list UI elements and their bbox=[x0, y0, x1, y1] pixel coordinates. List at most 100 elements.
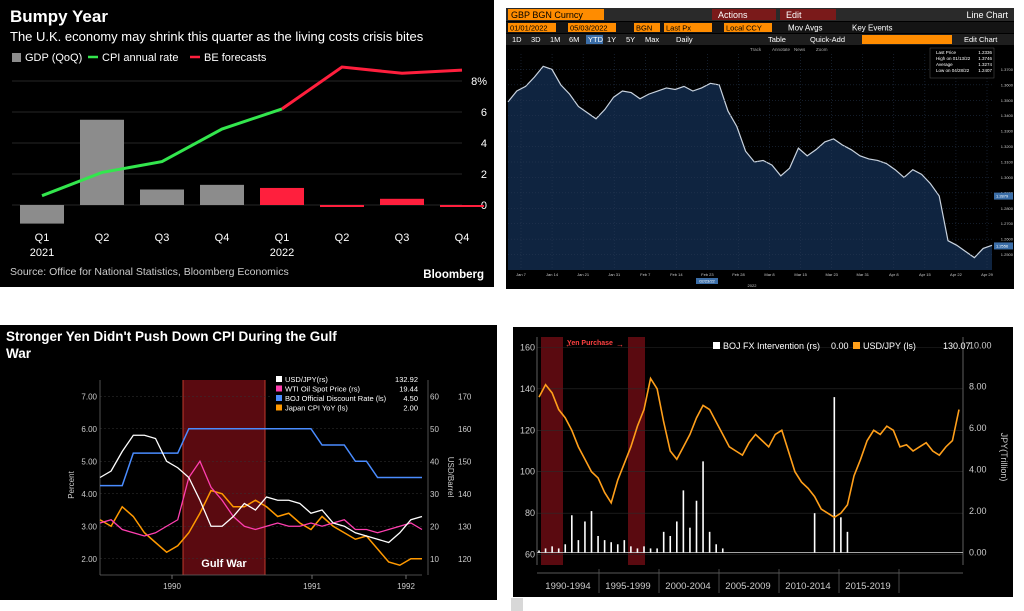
intervention-bar bbox=[813, 513, 816, 553]
key-events-toggle[interactable]: Key Events bbox=[852, 24, 892, 33]
period-button-5y[interactable]: 5Y bbox=[626, 35, 635, 44]
x-tick-label: Feb 28 bbox=[732, 272, 745, 277]
y-mid-label: USD/Barrel bbox=[446, 457, 455, 498]
x-tick-label: 1990 bbox=[163, 582, 181, 591]
legend-series-name: BOJ FX Intervention (rs) bbox=[723, 341, 820, 351]
y-mid-tick: 40 bbox=[430, 457, 439, 466]
legend-avg-value: 1.3274 bbox=[978, 62, 992, 67]
gbp-terminal-chart-panel: GBP BGN Curncy Actions Edit Line Chart 0… bbox=[506, 8, 1014, 289]
gdp-bar bbox=[380, 198, 424, 205]
period-button-3d[interactable]: 3D bbox=[531, 35, 541, 44]
x-tick-label: Apr 22 bbox=[950, 272, 963, 277]
intervention-bar bbox=[557, 548, 560, 553]
x-tick-label: Mar 15 bbox=[794, 272, 807, 277]
ticker-text: GBP BGN Curncy bbox=[511, 10, 583, 20]
x-tick-label: Feb 14 bbox=[670, 272, 683, 277]
x-tick-label: Jan 14 bbox=[546, 272, 559, 277]
y-left-tick: 60 bbox=[525, 550, 535, 560]
intervention-bar bbox=[721, 548, 724, 553]
field-selector[interactable] bbox=[664, 23, 712, 32]
legend-cpi-label: CPI annual rate bbox=[102, 52, 178, 64]
price-badge bbox=[994, 242, 1013, 250]
intervention-bar bbox=[630, 546, 632, 553]
legend-low-label: Low on 04/28/22 bbox=[936, 68, 970, 73]
ticker-field[interactable] bbox=[508, 9, 604, 20]
period-button-1m[interactable]: 1M bbox=[550, 35, 560, 44]
x-tick-label: Feb 7 bbox=[640, 272, 651, 277]
legend-low-value: 1.2407 bbox=[978, 68, 992, 73]
x-tick-label: Apr 8 bbox=[889, 272, 899, 277]
x-tick-label: Feb 23 bbox=[701, 272, 714, 277]
intervention-bar bbox=[708, 531, 711, 553]
legend-last-value: 1.2336 bbox=[978, 50, 992, 55]
start-date-field[interactable] bbox=[508, 23, 556, 32]
y-tick-label: 1.3100 bbox=[1001, 160, 1014, 165]
table-button[interactable]: Table bbox=[768, 35, 786, 44]
quick-add-button[interactable]: Quick-Add bbox=[810, 35, 845, 44]
actions-menu[interactable] bbox=[712, 9, 776, 20]
chart-title-line-1: Stronger Yen Didn't Push Down CPI During… bbox=[6, 329, 337, 344]
legend-series-name: BOJ Official Discount Rate (ls) bbox=[285, 394, 387, 403]
legend-swatch bbox=[853, 342, 860, 349]
period-button-ytd[interactable]: YTD bbox=[588, 35, 604, 44]
page-divider-mark bbox=[511, 598, 523, 611]
y-right-tick: 0.00 bbox=[969, 548, 987, 558]
period-button-1y[interactable]: 1Y bbox=[607, 35, 616, 44]
source-field[interactable] bbox=[634, 23, 660, 32]
y-right-tick: 140 bbox=[458, 490, 472, 499]
y-mid-tick: 50 bbox=[430, 425, 439, 434]
y-right-tick: 10.00 bbox=[969, 340, 992, 350]
currency-selector[interactable] bbox=[724, 23, 772, 32]
period-button-6m[interactable]: 6M bbox=[569, 35, 579, 44]
y-tick-label: 1.3700 bbox=[1001, 67, 1014, 72]
x-tick-label: Apr 15 bbox=[919, 272, 932, 277]
legend-series-name: USD/JPY (ls) bbox=[863, 341, 916, 351]
intervention-bar bbox=[689, 527, 691, 553]
legend-high-value: 1.3746 bbox=[978, 56, 992, 61]
legend-box bbox=[272, 374, 422, 414]
x-tick-label: Q3 bbox=[155, 232, 170, 244]
intervention-bar bbox=[551, 546, 553, 553]
period-button-1d[interactable]: 1D bbox=[512, 35, 522, 44]
y-left-label: Percent bbox=[67, 470, 76, 498]
period-button-max[interactable]: Max bbox=[645, 35, 659, 44]
x-tick-label: 1992 bbox=[397, 582, 415, 591]
band-label: Gulf War bbox=[201, 558, 247, 570]
x-tick-label: 2021 bbox=[30, 247, 54, 259]
intervention-bar bbox=[695, 500, 698, 553]
gdp-bar bbox=[260, 187, 304, 205]
quick-add-input[interactable] bbox=[862, 35, 952, 44]
tool-track[interactable]: Track bbox=[750, 47, 762, 52]
legend-forecast-label: BE forecasts bbox=[204, 52, 267, 64]
x-tick-label: 1995-1999 bbox=[605, 581, 650, 592]
frequency-selector[interactable]: Daily bbox=[676, 35, 693, 44]
tool-news[interactable]: News bbox=[794, 47, 806, 52]
gdp-bar bbox=[140, 189, 184, 205]
x-tick-label: Jan 21 bbox=[577, 272, 590, 277]
mov-avgs-toggle[interactable]: Mov Avgs bbox=[788, 24, 823, 33]
y-left-tick: 120 bbox=[520, 425, 535, 435]
intervention-bar bbox=[656, 548, 658, 553]
intervention-bar bbox=[577, 540, 580, 553]
edit-menu[interactable] bbox=[780, 9, 836, 20]
y-left-tick: 100 bbox=[520, 467, 535, 477]
gdp-bar bbox=[320, 205, 364, 207]
edit-chart-button[interactable]: Edit Chart bbox=[964, 35, 998, 44]
intervention-bar bbox=[623, 540, 626, 553]
legend-series-value: 0.00 bbox=[831, 341, 849, 351]
gdp-bar bbox=[440, 205, 484, 207]
tool-zoom[interactable]: Zoom bbox=[816, 47, 828, 52]
intervention-bar bbox=[590, 511, 593, 553]
legend-gdp-swatch bbox=[12, 53, 21, 62]
y-left-tick: 5.00 bbox=[81, 457, 97, 466]
end-date-field[interactable] bbox=[568, 23, 616, 32]
intervention-bar bbox=[564, 544, 567, 553]
price-badge-label: 1.2556 bbox=[996, 243, 1009, 248]
chart-title-line-2: War bbox=[6, 346, 32, 361]
field-text: Last Px bbox=[666, 24, 691, 33]
tool-annotate[interactable]: Annotate bbox=[772, 47, 791, 52]
yen-cpi-gulf-war-panel: Stronger Yen Didn't Push Down CPI During… bbox=[0, 325, 497, 600]
y-mid-tick: 20 bbox=[430, 522, 439, 531]
x-tick-label: 2010-2014 bbox=[785, 581, 830, 592]
uk-economy-chart: Bumpy Year The U.K. economy may shrink t… bbox=[10, 7, 487, 281]
